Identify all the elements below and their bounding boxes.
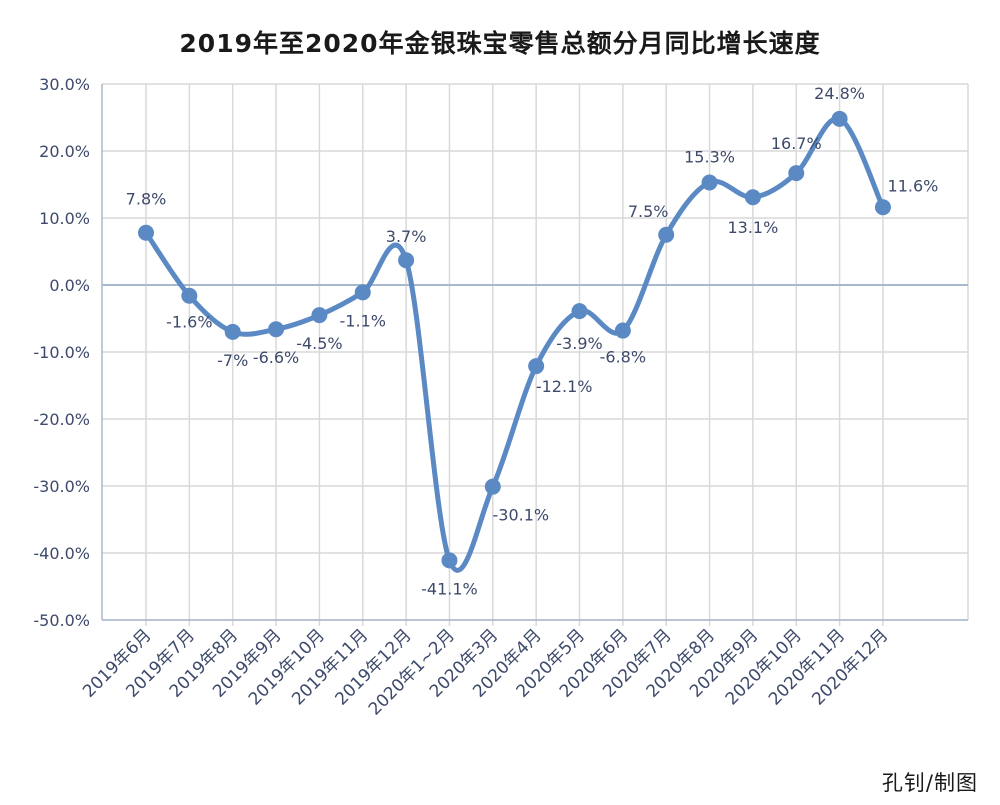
data-label: 13.1% — [727, 218, 778, 237]
data-point — [354, 284, 371, 301]
data-point — [788, 165, 805, 182]
data-point — [528, 358, 545, 375]
data-point — [614, 322, 631, 339]
x-tick-labels: 2019年6月2019年7月2019年8月2019年9月2019年10月2019… — [79, 625, 892, 719]
data-point — [484, 478, 501, 495]
data-point — [181, 287, 198, 304]
data-point — [571, 303, 588, 320]
data-label: -41.1% — [421, 579, 478, 598]
data-label: -3.9% — [556, 334, 602, 353]
data-label: 16.7% — [771, 134, 822, 153]
y-tick-label: 30.0% — [39, 75, 90, 94]
y-tick-label: 20.0% — [39, 142, 90, 161]
data-point — [398, 252, 415, 269]
data-label: 7.8% — [126, 190, 167, 209]
data-point — [138, 224, 154, 241]
data-label: -30.1% — [492, 506, 549, 525]
y-tick-label: 0.0% — [49, 276, 90, 295]
data-point — [224, 323, 241, 340]
data-label: -6.8% — [600, 348, 646, 367]
axes — [101, 84, 968, 621]
data-label: 15.3% — [684, 147, 735, 166]
chart-title: 2019年至2020年金银珠宝零售总额分月同比增长速度 — [179, 29, 821, 58]
y-tick-label: -30.0% — [33, 477, 90, 496]
data-point — [831, 110, 848, 127]
series-line — [143, 116, 886, 573]
chart-credit: 孔钊/制图 — [881, 771, 978, 795]
data-points — [138, 110, 891, 569]
data-label: 7.5% — [628, 202, 669, 221]
data-label: -4.5% — [296, 334, 342, 353]
y-tick-label: -10.0% — [33, 343, 90, 362]
data-label: -7% — [217, 351, 248, 370]
y-tick-labels: 30.0% 20.0% 10.0% 0.0% -10.0% -20.0% -30.0% -40… — [33, 75, 90, 630]
y-tick-label: -20.0% — [33, 410, 90, 429]
data-point — [441, 552, 458, 569]
data-label: -1.6% — [166, 313, 212, 332]
data-point — [744, 189, 761, 206]
data-label: 3.7% — [386, 227, 427, 246]
data-label: -1.1% — [340, 311, 386, 330]
data-label: -6.6% — [253, 348, 299, 367]
data-point — [701, 174, 718, 191]
y-tick-label: -40.0% — [33, 544, 90, 563]
data-label: 24.8% — [814, 84, 865, 103]
series-line-layer — [143, 116, 886, 573]
data-point — [874, 199, 891, 216]
data-point — [268, 321, 285, 338]
y-tick-label: 10.0% — [39, 209, 90, 228]
y-tick-label: -50.0% — [33, 611, 90, 630]
data-labels: 7.8% -1.6% -7% -6.6%-4.5% -1.1% 3.7% -41.1% -30… — [126, 84, 939, 599]
data-point — [658, 226, 675, 243]
data-point — [311, 307, 328, 324]
data-label: 11.6% — [888, 176, 939, 195]
data-label: -12.1% — [536, 377, 593, 396]
